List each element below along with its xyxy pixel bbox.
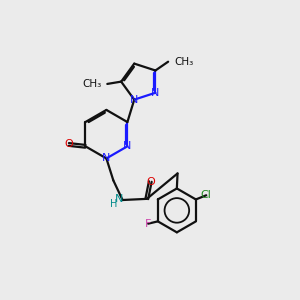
Text: N: N — [102, 153, 111, 164]
Text: N: N — [151, 88, 160, 98]
Text: N: N — [123, 141, 132, 151]
Text: Cl: Cl — [201, 190, 212, 200]
Text: CH₃: CH₃ — [174, 57, 193, 67]
Text: CH₃: CH₃ — [82, 79, 101, 89]
Text: F: F — [145, 219, 151, 229]
Text: O: O — [146, 176, 155, 187]
Text: N: N — [115, 194, 123, 204]
Text: N: N — [130, 94, 138, 105]
Text: O: O — [64, 140, 73, 149]
Text: H: H — [110, 199, 117, 209]
